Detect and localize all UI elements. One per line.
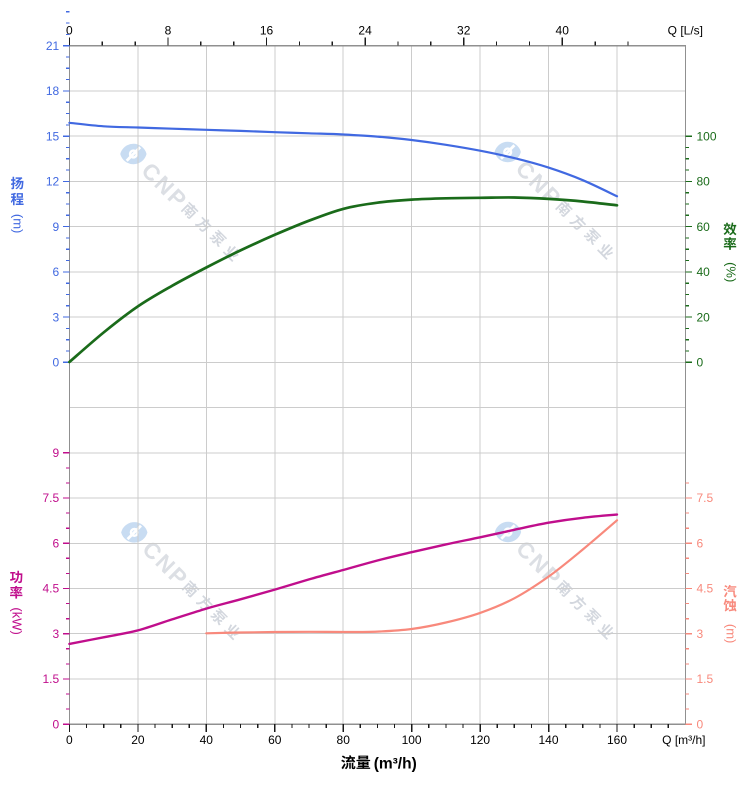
- svg-text:40: 40: [556, 24, 570, 38]
- svg-text:9: 9: [53, 446, 60, 460]
- svg-text:40: 40: [200, 733, 214, 747]
- svg-text:0: 0: [53, 717, 60, 731]
- svg-text:Q [L/s]: Q [L/s]: [668, 24, 703, 38]
- svg-text:160: 160: [607, 733, 627, 747]
- svg-text:7.5: 7.5: [697, 491, 714, 505]
- svg-text:(%): (%): [724, 262, 739, 282]
- svg-text:120: 120: [470, 733, 490, 747]
- svg-text:7.5: 7.5: [43, 491, 60, 505]
- svg-text:(m): (m): [724, 624, 739, 644]
- svg-text:(m³/h): (m³/h): [374, 756, 417, 773]
- svg-text:21: 21: [46, 39, 60, 53]
- svg-text:0: 0: [66, 733, 73, 747]
- svg-text:6: 6: [53, 265, 60, 279]
- svg-text:12: 12: [46, 175, 60, 189]
- svg-text:Q [m³/h]: Q [m³/h]: [662, 733, 705, 747]
- svg-text:80: 80: [337, 733, 351, 747]
- svg-text:0: 0: [66, 24, 73, 38]
- svg-text:24: 24: [358, 24, 372, 38]
- svg-text:9: 9: [53, 220, 60, 234]
- svg-text:15: 15: [46, 129, 60, 143]
- svg-text:3: 3: [53, 627, 60, 641]
- svg-text:1.5: 1.5: [43, 672, 60, 686]
- svg-text:4.5: 4.5: [697, 582, 714, 596]
- svg-text:6: 6: [697, 537, 704, 551]
- svg-text:0: 0: [697, 717, 704, 731]
- svg-text:0: 0: [53, 356, 60, 370]
- svg-text:8: 8: [165, 24, 172, 38]
- svg-text:60: 60: [697, 220, 711, 234]
- svg-text:100: 100: [402, 733, 422, 747]
- svg-text:20: 20: [131, 733, 145, 747]
- svg-text:0: 0: [697, 356, 704, 370]
- svg-text:60: 60: [268, 733, 282, 747]
- svg-text:140: 140: [538, 733, 558, 747]
- svg-text:32: 32: [457, 24, 471, 38]
- svg-text:40: 40: [697, 265, 711, 279]
- svg-text:16: 16: [260, 24, 274, 38]
- svg-text:3: 3: [697, 627, 704, 641]
- svg-text:1.5: 1.5: [697, 672, 714, 686]
- svg-text:100: 100: [697, 129, 717, 143]
- svg-text:4.5: 4.5: [43, 582, 60, 596]
- svg-text:80: 80: [697, 175, 711, 189]
- svg-text:6: 6: [53, 537, 60, 551]
- svg-text:20: 20: [697, 310, 711, 324]
- svg-text:(m): (m): [11, 214, 26, 234]
- svg-text:18: 18: [46, 84, 60, 98]
- svg-text:(kW): (kW): [10, 607, 25, 634]
- svg-text:3: 3: [53, 310, 60, 324]
